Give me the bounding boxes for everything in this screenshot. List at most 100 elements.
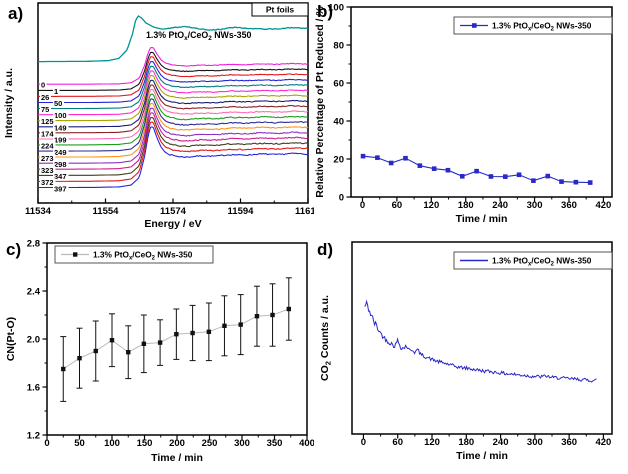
- panel-d-letter: d): [317, 240, 334, 259]
- x-tick-label: 60: [392, 437, 403, 448]
- curve-time-label: 323: [41, 166, 54, 175]
- curve-time-label: 1: [54, 87, 58, 96]
- data-point-marker: [403, 155, 408, 161]
- xanes-curve-pt-foil: [38, 15, 309, 63]
- x-tick-label: 180: [458, 200, 474, 211]
- xanes-curve-1: [38, 51, 309, 91]
- x-tick-label: 180: [458, 437, 474, 448]
- data-point-marker: [445, 167, 451, 173]
- xanes-curve-323: [38, 112, 309, 170]
- data-point-marker: [573, 179, 579, 185]
- y-tick-label: 60: [333, 78, 344, 89]
- legend-label: 1.3% PtOx/CeO2 NWs-350: [492, 256, 592, 268]
- curve-time-label: 100: [54, 111, 67, 120]
- x-tick-label: 420: [595, 437, 611, 448]
- data-point-marker: [516, 172, 522, 178]
- panel-b-letter: b): [317, 2, 334, 21]
- legend-marker-sample: [472, 23, 477, 28]
- curve-label-backing: [40, 92, 51, 102]
- curve-label-backing: [40, 129, 56, 138]
- x-tick-label: 11594: [228, 206, 255, 217]
- legend-box: [453, 16, 613, 35]
- curve-time-label: 273: [41, 154, 54, 163]
- data-point-marker: [174, 332, 179, 337]
- data-point-marker: [559, 179, 564, 184]
- xanes-curve-372: [38, 121, 309, 182]
- x-axis-title: Time / min: [456, 213, 508, 225]
- curve-label-backing: [53, 99, 64, 108]
- x-tick-label: 50: [74, 438, 85, 449]
- panel-a-letter: a): [8, 4, 24, 23]
- xanes-curve-199: [38, 88, 309, 140]
- curve-time-label: 372: [41, 178, 54, 187]
- y-tick-label: 2.0: [27, 334, 40, 345]
- xanes-curve-347: [38, 116, 309, 176]
- xanes-curve-26: [38, 56, 309, 97]
- y-tick-label: 20: [333, 154, 344, 165]
- x-tick-label: 200: [169, 438, 185, 449]
- x-tick-label: 0: [44, 438, 49, 449]
- x-tick-label: 11614: [295, 206, 314, 217]
- curve-time-label: 0: [41, 81, 45, 90]
- panel-a-xanes-chart: 11534 11554 11574 11594 11614 Energy / eV Inte…: [3, 2, 314, 230]
- curve-time-label: 149: [54, 123, 67, 132]
- x-tick-label: 250: [202, 438, 218, 449]
- xanes-curve-397: [38, 126, 309, 189]
- x-tick-label: 240: [493, 437, 509, 448]
- x-tick-label: 0: [360, 200, 365, 211]
- y-tick-label: 0: [339, 192, 344, 203]
- x-tick-label: 11554: [93, 206, 120, 217]
- legend-label: 1.3% PtOx/CeO2 NWs-350: [492, 21, 592, 33]
- panel-d-co2-counts-chart: 0 60 120 180 240 300 360 420 Time / min CO2 Count…: [319, 241, 613, 462]
- panel-b-pt-reduced-chart: 0 60 120 180 240 300 360 420 0 20 40 60 80 100 Time / …: [314, 2, 613, 225]
- curve-label-backing: [53, 147, 69, 157]
- y-tick-label: 80: [333, 40, 344, 51]
- y-tick-label: 40: [333, 116, 344, 127]
- x-tick-label: 60: [392, 200, 403, 211]
- curve-label-backing: [40, 80, 47, 90]
- curve-time-label: 224: [41, 142, 54, 151]
- data-point-marker: [459, 173, 465, 179]
- x-tick-label: 400: [299, 438, 314, 449]
- x-tick-label: 420: [595, 200, 611, 211]
- data-point-marker: [190, 330, 195, 336]
- x-tick-label: 120: [423, 200, 439, 211]
- xanes-curve-174: [38, 84, 309, 134]
- xanes-curve-0: [38, 46, 309, 85]
- x-tick-label: 360: [561, 437, 577, 448]
- data-point-marker: [474, 168, 479, 174]
- data-point-marker: [531, 178, 536, 183]
- data-point-marker: [93, 348, 98, 354]
- data-point-marker: [270, 312, 275, 318]
- data-point-marker: [61, 366, 66, 372]
- xanes-curve-50: [37, 60, 309, 104]
- curve-label-backing: [40, 117, 56, 126]
- curve-label-backing: [53, 123, 69, 132]
- y-tick-label: 1.2: [27, 430, 40, 441]
- xanes-curve-149: [38, 79, 309, 128]
- xanes-curve-224: [38, 93, 309, 146]
- y-axis-title: Relative Percentage of Pt Reduced / %: [314, 6, 326, 198]
- x-tick-label: 350: [267, 438, 283, 449]
- data-point-marker: [109, 338, 115, 343]
- y-tick-label: 100: [328, 2, 344, 13]
- x-tick-label: 0: [361, 437, 366, 448]
- curve-label-backing: [53, 86, 60, 96]
- xanes-curve-75: [38, 65, 309, 110]
- curve-time-label: 26: [41, 93, 49, 102]
- data-point-marker: [431, 166, 437, 171]
- data-point-marker: [388, 160, 394, 166]
- legend-box: [453, 251, 613, 270]
- data-point-marker: [206, 329, 212, 334]
- x-tick-label: 300: [234, 438, 250, 449]
- curve-label-backing: [53, 135, 69, 145]
- data-point-marker: [375, 155, 380, 160]
- legend-box: [54, 245, 214, 264]
- data-point-marker: [126, 350, 131, 355]
- xanes-curve-100: [38, 70, 309, 116]
- x-tick-label: 300: [527, 437, 543, 448]
- curve-time-label: 75: [41, 105, 49, 114]
- data-point-marker: [286, 306, 291, 312]
- pt-foils-box: [251, 2, 309, 17]
